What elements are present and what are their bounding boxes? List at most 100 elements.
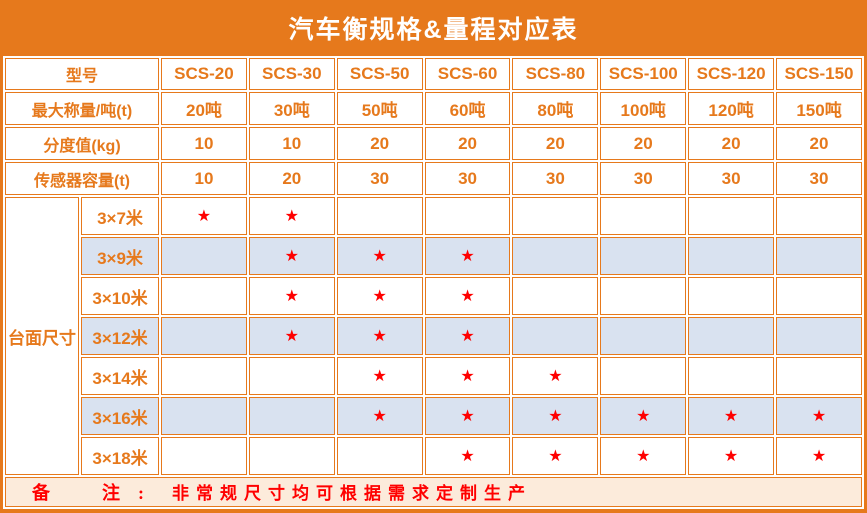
star-cell: ★	[424, 357, 511, 395]
spec-row-2: 传感器容量(t) 10 20 30 30 30 30 30 30	[5, 162, 862, 195]
star-icon: ★	[460, 368, 475, 385]
model-cell-scs-120: SCS-120	[688, 58, 775, 90]
platform-row-2: 3×10米 ★ ★ ★	[5, 277, 862, 315]
star-icon: ★	[811, 408, 827, 425]
star-cell	[776, 197, 862, 235]
model-cell-scs-60: SCS-60	[424, 58, 511, 90]
spec-value-cell: 20	[512, 127, 599, 160]
star-cell	[512, 277, 599, 315]
spec-value-cell: 10	[161, 127, 247, 160]
note-row: 备 注: 非常规尺寸均可根据需求定制生产	[5, 477, 862, 507]
platform-label-cell: 台面尺寸	[5, 197, 79, 475]
star-icon: ★	[372, 368, 387, 385]
star-icon: ★	[284, 328, 299, 345]
star-cell	[248, 357, 335, 395]
star-cell: ★	[600, 397, 687, 435]
star-icon: ★	[284, 248, 299, 265]
star-cell: ★	[248, 197, 335, 235]
star-cell	[600, 237, 687, 275]
spec-label-cell: 分度值(kg)	[5, 127, 160, 160]
star-cell: ★	[424, 317, 511, 355]
star-cell: ★	[512, 437, 599, 475]
star-icon: ★	[548, 408, 563, 425]
star-cell	[600, 197, 687, 235]
spec-value-cell: 20	[688, 127, 775, 160]
spec-value-cell: 30	[512, 162, 599, 195]
spec-row-1: 分度值(kg) 10 10 20 20 20 20 20 20	[5, 127, 862, 160]
star-icon: ★	[196, 208, 212, 225]
size-cell: 3×16米	[81, 397, 160, 435]
star-cell: ★	[424, 437, 511, 475]
star-cell: ★	[248, 237, 335, 275]
star-cell	[336, 197, 423, 235]
note-label-bei: 备	[32, 483, 50, 503]
star-icon: ★	[284, 288, 299, 305]
star-cell	[336, 437, 423, 475]
spec-value-cell: 30	[776, 162, 862, 195]
spec-value-cell: 100吨	[600, 92, 687, 125]
star-cell	[512, 197, 599, 235]
star-cell	[688, 357, 775, 395]
star-icon: ★	[636, 408, 651, 425]
spec-value-cell: 20	[248, 162, 335, 195]
star-cell: ★	[336, 237, 423, 275]
spec-value-cell: 30	[600, 162, 687, 195]
spec-table: 型号 SCS-20 SCS-30 SCS-50 SCS-60 SCS-80 SCS-100 S…	[3, 56, 864, 509]
star-cell: ★	[512, 357, 599, 395]
star-cell	[776, 357, 862, 395]
star-cell: ★	[336, 357, 423, 395]
star-cell: ★	[776, 397, 862, 435]
platform-row-5: 3×16米 ★ ★ ★ ★ ★ ★	[5, 397, 862, 435]
star-cell	[248, 437, 335, 475]
star-cell	[688, 277, 775, 315]
spec-value-cell: 50吨	[336, 92, 423, 125]
size-cell: 3×9米	[81, 237, 160, 275]
star-cell	[776, 237, 862, 275]
model-cell-scs-150: SCS-150	[776, 58, 862, 90]
platform-row-1: 3×9米 ★ ★ ★	[5, 237, 862, 275]
star-cell: ★	[336, 397, 423, 435]
spec-value-cell: 30	[424, 162, 511, 195]
platform-row-3: 3×12米 ★ ★ ★	[5, 317, 862, 355]
star-icon: ★	[548, 448, 563, 465]
star-cell: ★	[424, 397, 511, 435]
note-text: 非常规尺寸均可根据需求定制生产	[172, 484, 532, 503]
spec-value-cell: 20吨	[161, 92, 247, 125]
note-cell: 备 注: 非常规尺寸均可根据需求定制生产	[5, 477, 862, 507]
star-cell	[776, 277, 862, 315]
star-cell: ★	[600, 437, 687, 475]
star-icon: ★	[811, 448, 827, 465]
star-cell: ★	[512, 397, 599, 435]
star-cell: ★	[424, 237, 511, 275]
model-cell-scs-50: SCS-50	[336, 58, 423, 90]
spec-value-cell: 80吨	[512, 92, 599, 125]
star-cell	[512, 237, 599, 275]
spec-value-cell: 20	[600, 127, 687, 160]
model-cell-scs-100: SCS-100	[600, 58, 687, 90]
spec-row-0: 最大称量/吨(t) 20吨 30吨 50吨 60吨 80吨 100吨 120吨 150吨	[5, 92, 862, 125]
platform-row-4: 3×14米 ★ ★ ★	[5, 357, 862, 395]
note-colon: :	[138, 483, 144, 503]
star-cell: ★	[688, 397, 775, 435]
star-cell: ★	[424, 277, 511, 315]
size-cell: 3×10米	[81, 277, 160, 315]
size-cell: 3×18米	[81, 437, 160, 475]
star-icon: ★	[723, 448, 739, 465]
star-icon: ★	[636, 448, 651, 465]
star-cell	[161, 237, 247, 275]
spec-table-frame: 型号 SCS-20 SCS-30 SCS-50 SCS-60 SCS-80 SCS-100 S…	[0, 56, 867, 509]
note-label-zhu: 注	[102, 483, 120, 503]
star-cell	[248, 397, 335, 435]
spec-label-cell: 最大称量/吨(t)	[5, 92, 160, 125]
star-icon: ★	[460, 408, 475, 425]
page-title: 汽车衡规格&量程对应表	[288, 16, 579, 44]
star-cell	[600, 317, 687, 355]
star-cell	[161, 437, 247, 475]
star-cell	[688, 317, 775, 355]
model-cell-scs-80: SCS-80	[512, 58, 599, 90]
star-icon: ★	[372, 408, 387, 425]
star-cell	[688, 237, 775, 275]
size-cell: 3×7米	[81, 197, 160, 235]
spec-value-cell: 30	[688, 162, 775, 195]
star-cell	[776, 317, 862, 355]
